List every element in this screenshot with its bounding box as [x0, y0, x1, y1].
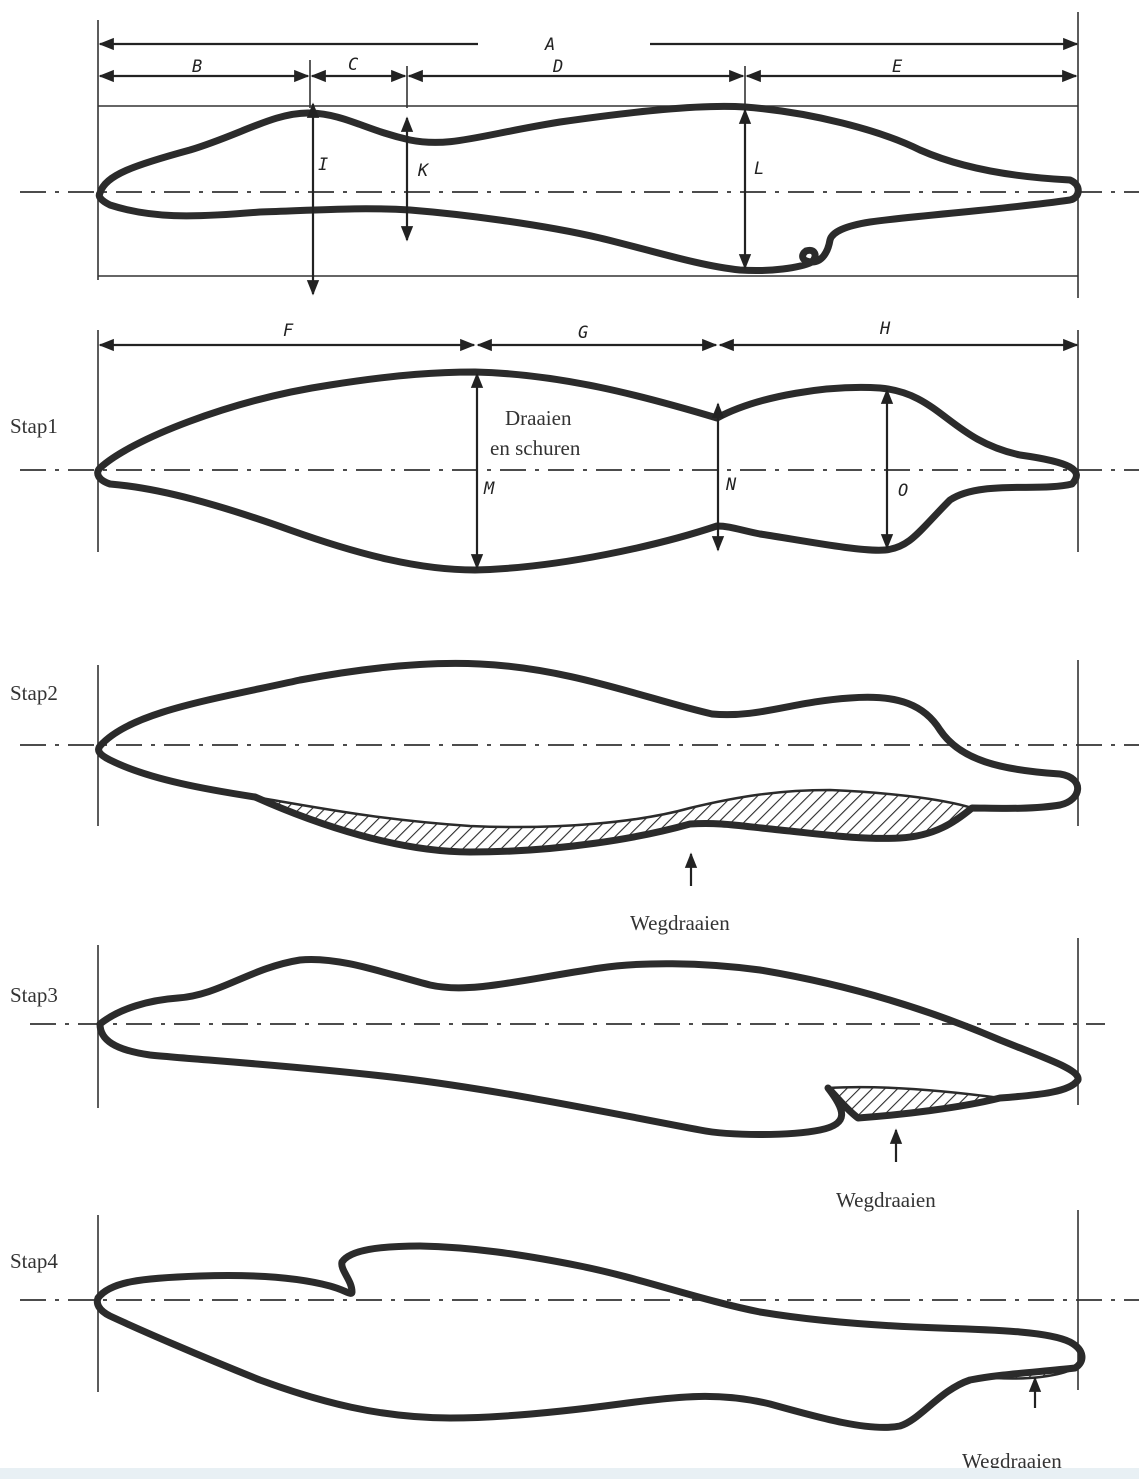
step-1-profile: [94, 368, 1080, 574]
reference-profile-group: A B C D E I K L: [20, 12, 1139, 298]
turn-away-label-step3: Wegdraaien: [836, 1188, 936, 1212]
turn-and-sand-label-line1: Draaien: [505, 406, 572, 430]
step-4-label: Stap4: [10, 1249, 58, 1273]
dimension-letter-f: F: [283, 321, 294, 341]
dimension-letter-l: L: [754, 159, 764, 179]
dimension-letter-n: N: [725, 475, 737, 495]
step-4-profile: [93, 1242, 1086, 1431]
turn-and-sand-label-line2: en schuren: [490, 436, 581, 460]
step-2-profile: [95, 659, 1082, 856]
dimension-letter-k: K: [417, 161, 430, 181]
dimension-letter-a: A: [544, 35, 555, 55]
dimension-letter-i: I: [318, 155, 328, 175]
dimension-letter-h: H: [879, 319, 891, 339]
step-3-profile: [96, 955, 1082, 1138]
dimension-letter-d: D: [552, 57, 563, 77]
step-2-label: Stap2: [10, 681, 58, 705]
reference-profile: [95, 102, 1082, 274]
step-3-label: Stap3: [10, 983, 58, 1007]
dimension-letter-e: E: [892, 57, 903, 77]
dimension-letter-c: C: [348, 55, 359, 75]
step-1-label: Stap1: [10, 414, 58, 438]
step-2-group: Stap2 Wegdraaien: [10, 659, 1139, 935]
turn-away-label-step2: Wegdraaien: [630, 911, 730, 935]
step-1-group: F G H Stap1 M N O Draaien en schuren: [10, 319, 1139, 574]
step-4-group: Stap4 Wegdraaien: [10, 1210, 1139, 1473]
step-3-group: Stap3 Wegdraaien: [10, 938, 1105, 1212]
bottom-border-band: [0, 1468, 1139, 1479]
dimension-letter-o: O: [898, 481, 908, 501]
dimension-letter-g: G: [578, 323, 588, 343]
dimension-letter-b: B: [192, 57, 202, 77]
dimension-letter-m: M: [483, 479, 495, 499]
